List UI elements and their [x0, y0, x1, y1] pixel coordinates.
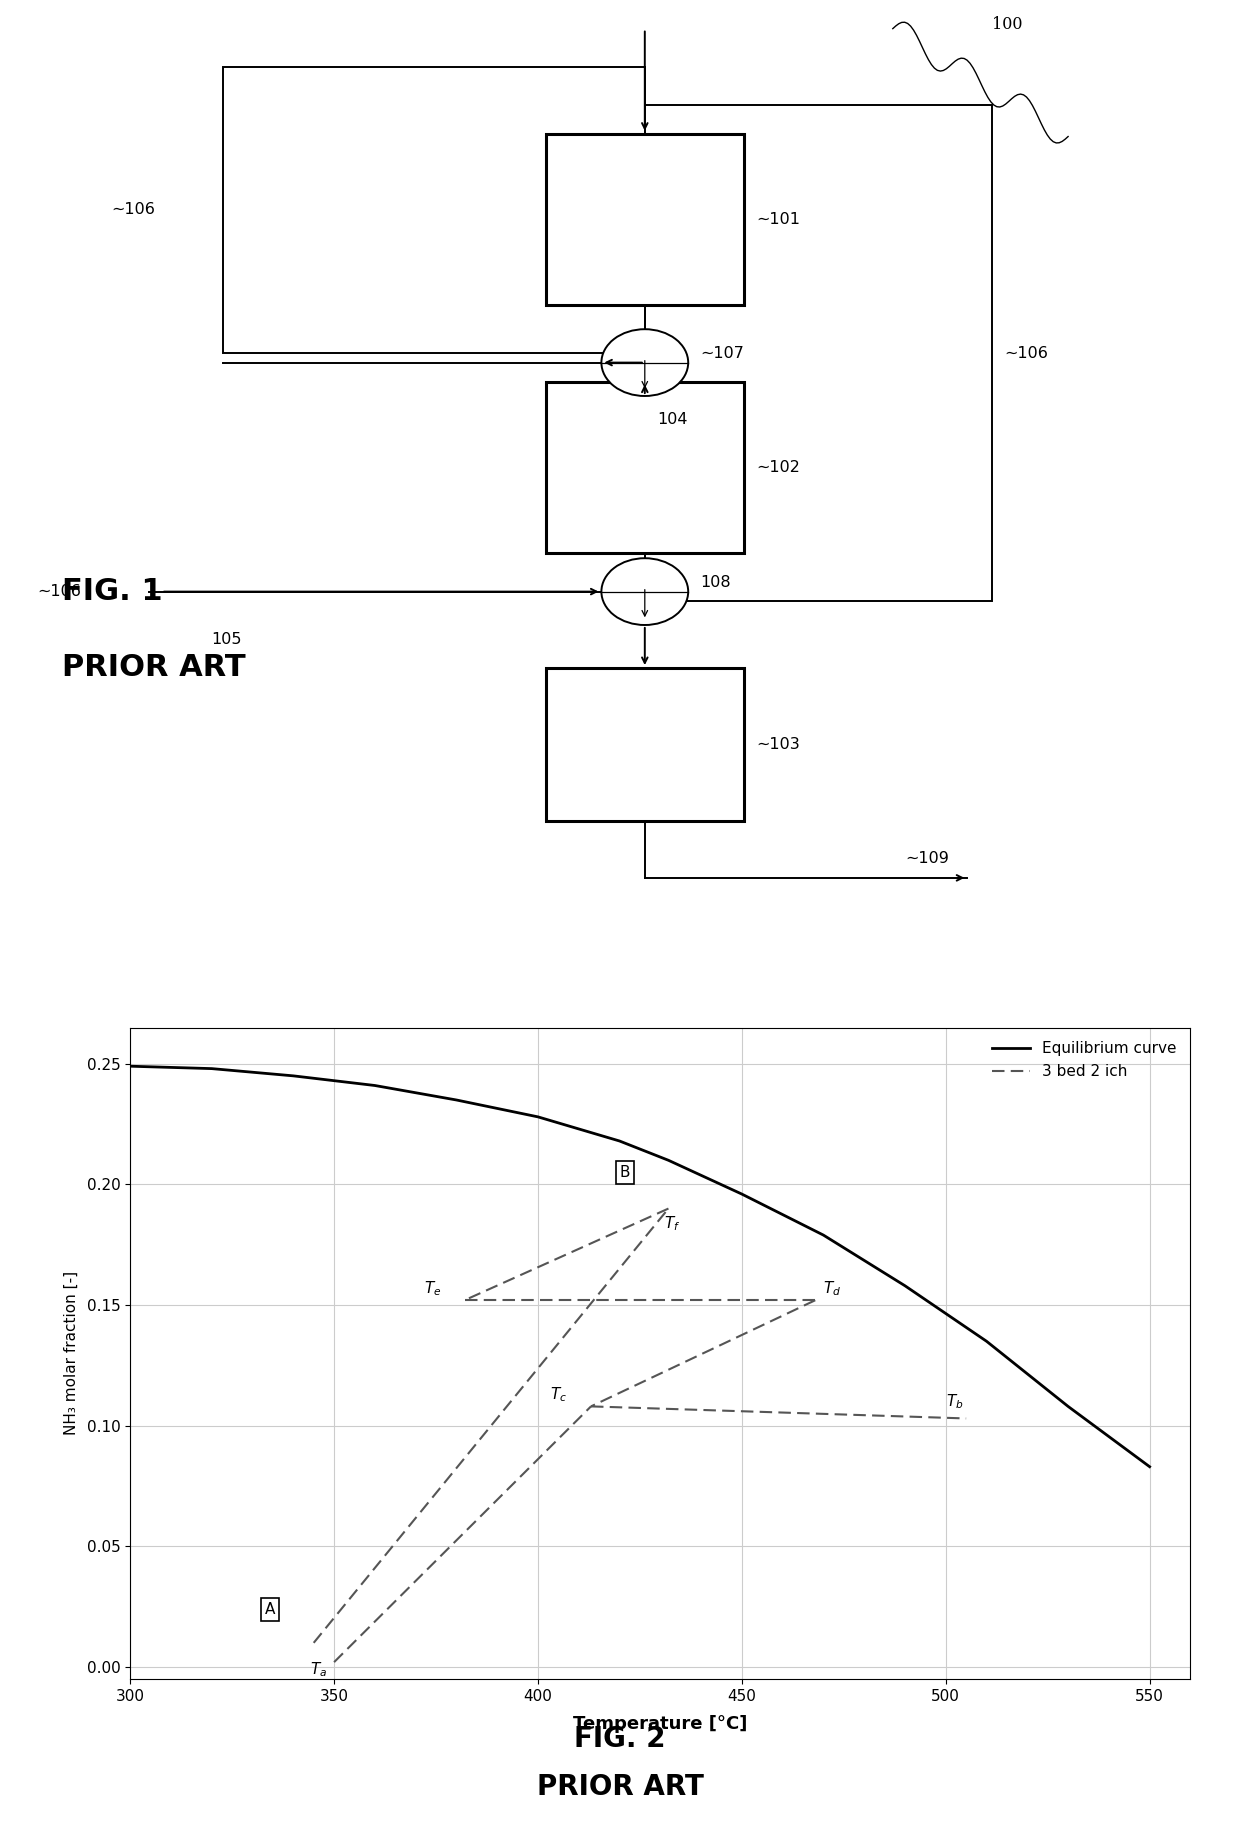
Equilibrium curve: [367, 1075, 382, 1097]
Text: FIG. 2: FIG. 2: [574, 1725, 666, 1752]
Legend: Equilibrium curve, 3 bed 2 ich: Equilibrium curve, 3 bed 2 ich: [986, 1035, 1183, 1084]
Text: A: A: [265, 1602, 275, 1617]
Equilibrium curve: [123, 1055, 138, 1077]
Equilibrium curve: [205, 1057, 219, 1079]
Equilibrium curve: [1142, 1455, 1157, 1477]
Text: $T_a$: $T_a$: [310, 1661, 327, 1679]
Y-axis label: NH₃ molar fraction [-]: NH₃ molar fraction [-]: [63, 1272, 78, 1435]
Equilibrium curve: [661, 1149, 676, 1171]
Bar: [645, 105, 992, 602]
Text: 108: 108: [701, 574, 732, 589]
Bar: [546, 382, 744, 554]
Text: 104: 104: [657, 413, 688, 428]
Text: $T_c$: $T_c$: [551, 1385, 567, 1404]
Circle shape: [601, 558, 688, 626]
Bar: [546, 134, 744, 305]
Text: ∼103: ∼103: [756, 738, 800, 752]
Equilibrium curve: [531, 1107, 546, 1129]
Text: PRIOR ART: PRIOR ART: [537, 1773, 703, 1800]
Equilibrium curve: [613, 1130, 627, 1152]
Equilibrium curve: [734, 1184, 749, 1206]
3 bed 2 ich: [661, 1198, 676, 1220]
Text: $T_f$: $T_f$: [665, 1215, 681, 1233]
Text: B: B: [620, 1165, 630, 1180]
Text: ∼106: ∼106: [112, 202, 155, 217]
Circle shape: [601, 328, 688, 396]
Text: ∼102: ∼102: [756, 461, 800, 475]
Equilibrium curve: [898, 1275, 913, 1297]
Text: ∼106: ∼106: [37, 584, 81, 598]
Bar: [546, 668, 744, 820]
Equilibrium curve: [980, 1330, 994, 1352]
Text: $T_b$: $T_b$: [946, 1393, 963, 1411]
Text: ∼101: ∼101: [756, 213, 800, 228]
Text: 100: 100: [992, 17, 1023, 33]
Text: ∼109: ∼109: [905, 851, 949, 866]
Equilibrium curve: [449, 1088, 464, 1110]
Equilibrium curve: [1060, 1395, 1075, 1417]
X-axis label: Temperature [°C]: Temperature [°C]: [573, 1716, 748, 1732]
Equilibrium curve: [286, 1064, 301, 1086]
Text: ∼107: ∼107: [701, 345, 744, 360]
Text: ∼106: ∼106: [1004, 345, 1048, 360]
Text: FIG. 1: FIG. 1: [62, 576, 162, 606]
Text: $T_e$: $T_e$: [424, 1279, 441, 1297]
3 bed 2 ich: [306, 1631, 321, 1653]
Text: 105: 105: [211, 631, 242, 646]
Equilibrium curve: [816, 1224, 831, 1246]
Line: Equilibrium curve: Equilibrium curve: [130, 1066, 1149, 1466]
Text: PRIOR ART: PRIOR ART: [62, 653, 246, 683]
Text: $T_d$: $T_d$: [823, 1279, 842, 1297]
Line: 3 bed 2 ich: 3 bed 2 ich: [314, 1209, 668, 1642]
Bar: [223, 66, 645, 352]
